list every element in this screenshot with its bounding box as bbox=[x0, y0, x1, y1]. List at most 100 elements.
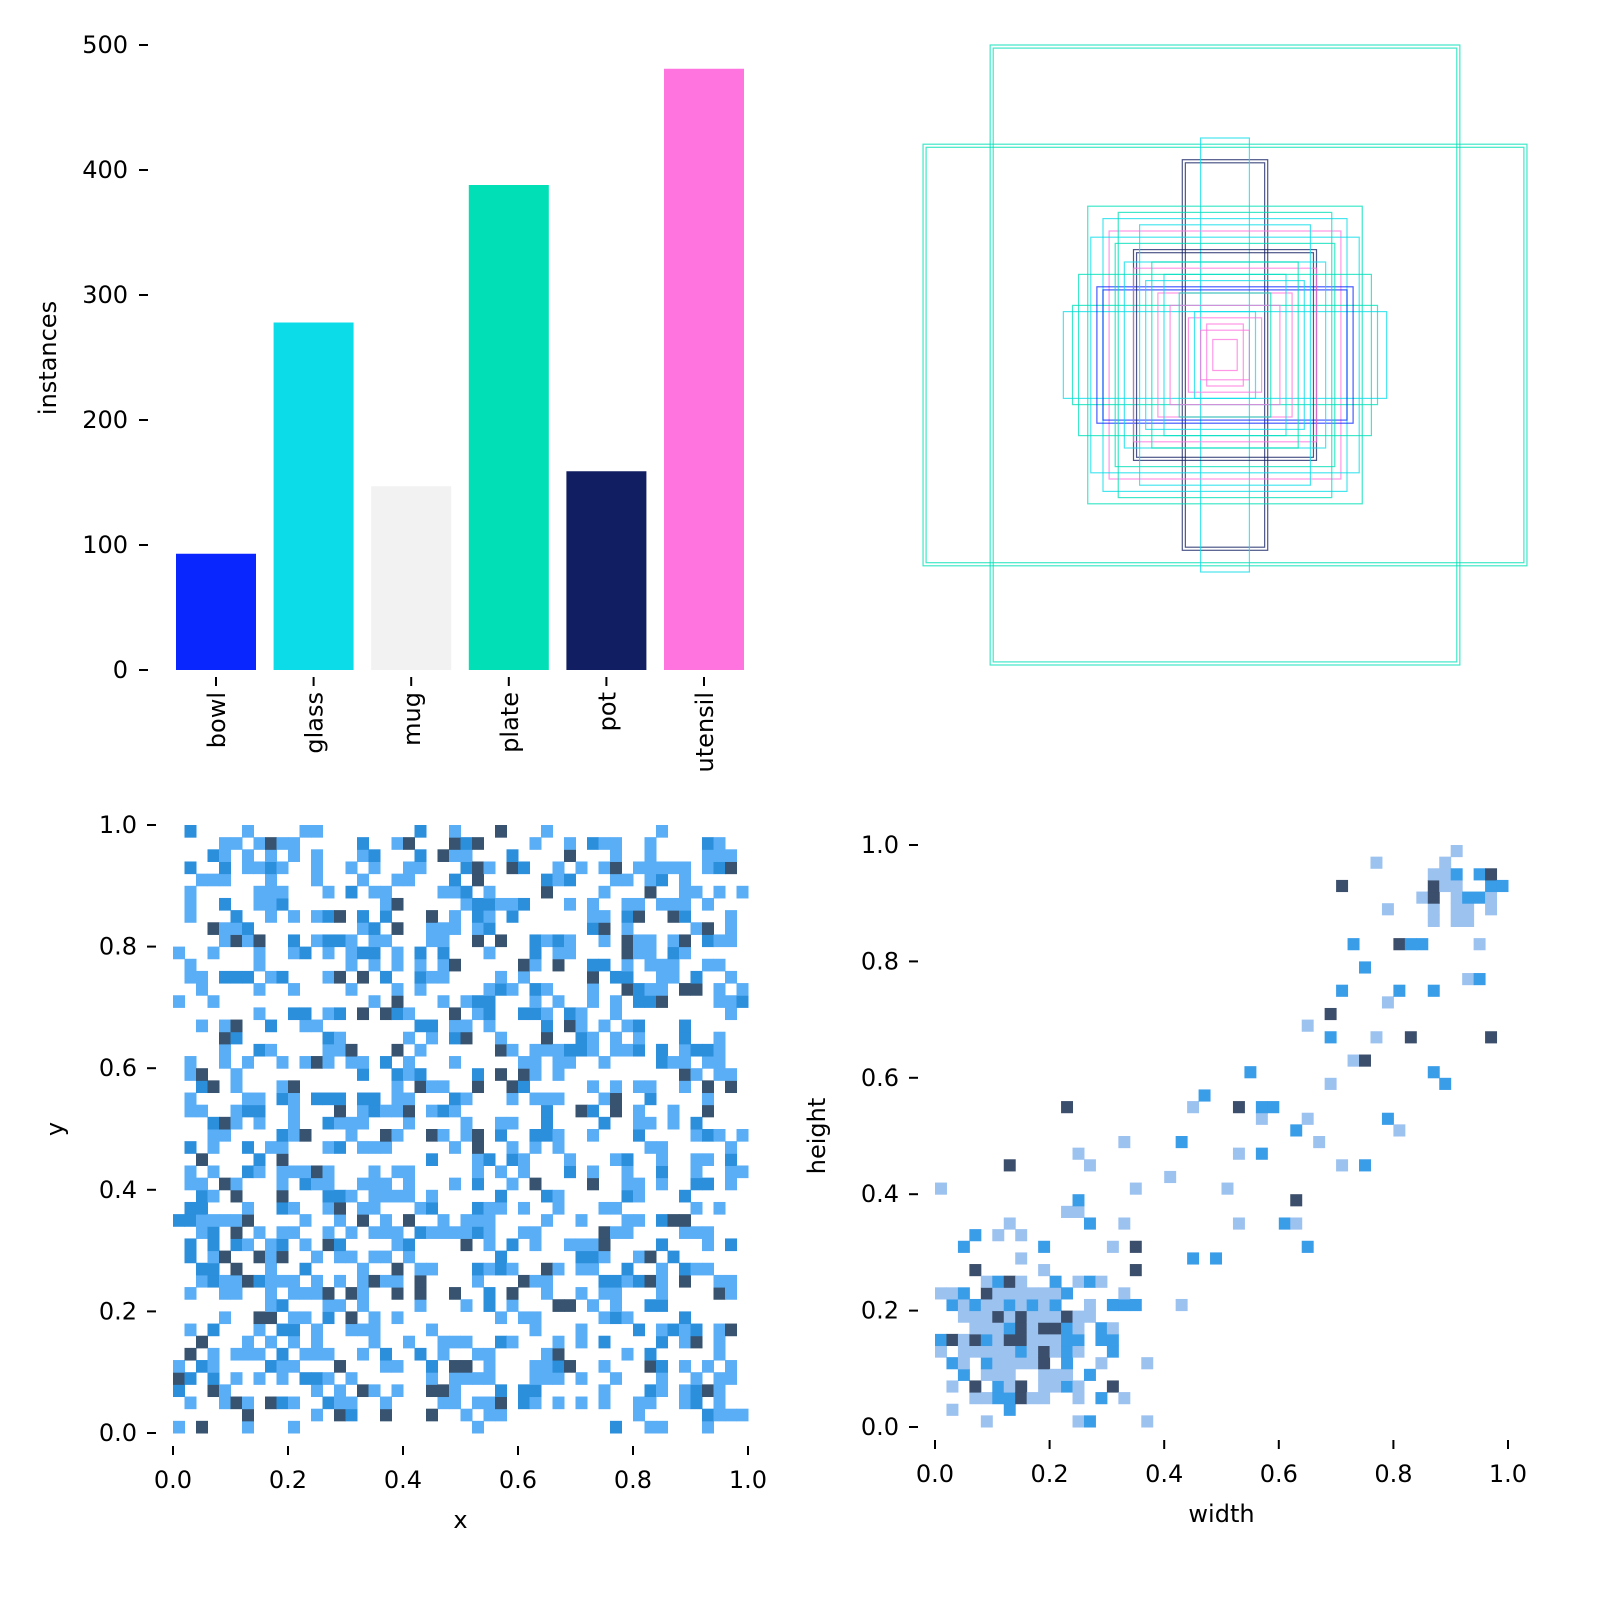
heatmap-cell bbox=[610, 1080, 622, 1094]
heatmap-cell bbox=[242, 1141, 254, 1154]
heatmap-cell bbox=[598, 910, 611, 923]
heatmap-cell bbox=[644, 885, 657, 899]
heatmap-cell bbox=[679, 873, 691, 887]
heatmap-cell bbox=[587, 958, 599, 972]
heatmap-cell bbox=[334, 1384, 346, 1398]
heatmap-cell bbox=[311, 910, 323, 923]
heatmap-cell bbox=[980, 1275, 993, 1288]
heatmap-cell bbox=[541, 1360, 553, 1373]
heatmap-cell bbox=[196, 1262, 208, 1276]
heatmap-cell bbox=[391, 1092, 404, 1106]
heatmap-cell bbox=[621, 1347, 634, 1361]
heatmap-cell bbox=[1003, 1357, 1016, 1370]
heatmap-cell bbox=[1485, 891, 1498, 904]
heatmap-cell bbox=[368, 934, 381, 948]
heatmap-cell bbox=[426, 1153, 438, 1166]
heatmap-cell bbox=[403, 837, 415, 850]
heatmap-cell bbox=[1038, 1368, 1051, 1381]
heatmap-cell bbox=[265, 873, 277, 887]
heatmap-cell bbox=[679, 1068, 691, 1081]
heatmap-cell bbox=[449, 1031, 461, 1045]
heatmap-cell bbox=[253, 1347, 266, 1361]
heatmap-cell bbox=[288, 1335, 300, 1349]
heatmap-cell bbox=[564, 1360, 576, 1373]
heatmap-cell bbox=[541, 983, 553, 996]
heatmap-cell bbox=[345, 1311, 358, 1325]
heatmap-cell bbox=[633, 934, 645, 948]
y-axis-label: instances bbox=[34, 301, 62, 415]
heatmap-cell bbox=[368, 1177, 381, 1191]
heatmap-cell bbox=[1359, 961, 1371, 974]
heatmap-cell bbox=[610, 970, 622, 984]
heatmap-cell bbox=[437, 970, 450, 984]
heatmap-cell bbox=[184, 970, 197, 984]
heatmap-cell bbox=[253, 1043, 266, 1057]
heatmap-cell bbox=[1072, 1147, 1085, 1160]
heatmap-cell bbox=[610, 1007, 622, 1021]
heatmap-cell bbox=[1003, 1159, 1016, 1172]
heatmap-cell bbox=[414, 1226, 427, 1239]
heatmap-cell bbox=[1278, 1217, 1291, 1230]
heatmap-cell bbox=[253, 837, 266, 850]
heatmap-cell bbox=[449, 825, 461, 838]
heatmap-cell bbox=[725, 970, 737, 984]
heatmap-cell bbox=[219, 897, 231, 911]
heatmap-cell bbox=[414, 849, 427, 862]
heatmap-cell bbox=[230, 837, 243, 850]
heatmap-cell bbox=[276, 1396, 289, 1410]
heatmap-cell bbox=[587, 1080, 599, 1094]
x-tick-label: 0.2 bbox=[269, 1466, 307, 1494]
heatmap-cell bbox=[644, 1384, 657, 1398]
heatmap-cell bbox=[184, 1323, 197, 1337]
heatmap-cell bbox=[713, 849, 726, 862]
heatmap-cell bbox=[610, 1420, 622, 1434]
heatmap-cell bbox=[518, 1274, 530, 1288]
heatmap-cell bbox=[483, 1007, 496, 1021]
heatmap-cell bbox=[1095, 1392, 1108, 1405]
heatmap-cell bbox=[299, 1372, 312, 1385]
heatmap-cell bbox=[288, 910, 300, 923]
heatmap-cell bbox=[322, 934, 335, 948]
heatmap-cell bbox=[403, 1335, 415, 1349]
heatmap-cell bbox=[483, 885, 496, 899]
heatmap-cell bbox=[656, 825, 668, 838]
heatmap-cell bbox=[644, 1299, 657, 1312]
heatmap-cell bbox=[644, 1116, 657, 1130]
heatmap-cell bbox=[679, 1226, 691, 1239]
heatmap-cell bbox=[230, 1019, 243, 1033]
heatmap-cell bbox=[265, 837, 277, 850]
heatmap-cell bbox=[288, 1104, 300, 1118]
heatmap-cell bbox=[196, 1226, 208, 1239]
heatmap-cell bbox=[1381, 996, 1394, 1009]
heatmap-cell bbox=[690, 1116, 703, 1130]
heatmap-cell bbox=[702, 1092, 714, 1106]
heatmap-cell bbox=[1061, 1357, 1074, 1370]
heatmap-cell bbox=[529, 1384, 542, 1398]
heatmap-cell bbox=[219, 1031, 231, 1045]
heatmap-cell bbox=[219, 849, 231, 862]
heatmap-cell bbox=[679, 1019, 691, 1033]
heatmap-cell bbox=[529, 1323, 542, 1337]
heatmap-cell bbox=[506, 910, 519, 923]
heatmap-cell bbox=[276, 1141, 289, 1154]
heatmap-cell bbox=[552, 861, 565, 875]
heatmap-cell bbox=[644, 837, 657, 850]
heatmap-cell bbox=[1095, 1275, 1108, 1288]
heatmap-cell bbox=[334, 1299, 346, 1312]
heatmap-cell bbox=[702, 1056, 714, 1069]
heatmap-cell bbox=[460, 1299, 473, 1312]
heatmap-cell bbox=[253, 958, 266, 972]
heatmap-cell bbox=[426, 1080, 438, 1094]
heatmap-cell bbox=[1083, 1275, 1096, 1288]
heatmap-cell bbox=[380, 1250, 392, 1264]
heatmap-cell bbox=[552, 873, 565, 887]
heatmap-cell bbox=[495, 1201, 507, 1215]
heatmap-cell bbox=[230, 1287, 243, 1300]
heatmap-cell bbox=[621, 1165, 634, 1179]
heatmap-cell bbox=[207, 1360, 220, 1373]
heatmap-cell bbox=[1026, 1392, 1039, 1405]
heatmap-cell bbox=[184, 1092, 197, 1106]
label-box bbox=[1199, 137, 1250, 573]
heatmap-cell bbox=[1450, 879, 1463, 893]
heatmap-cell bbox=[265, 970, 277, 984]
